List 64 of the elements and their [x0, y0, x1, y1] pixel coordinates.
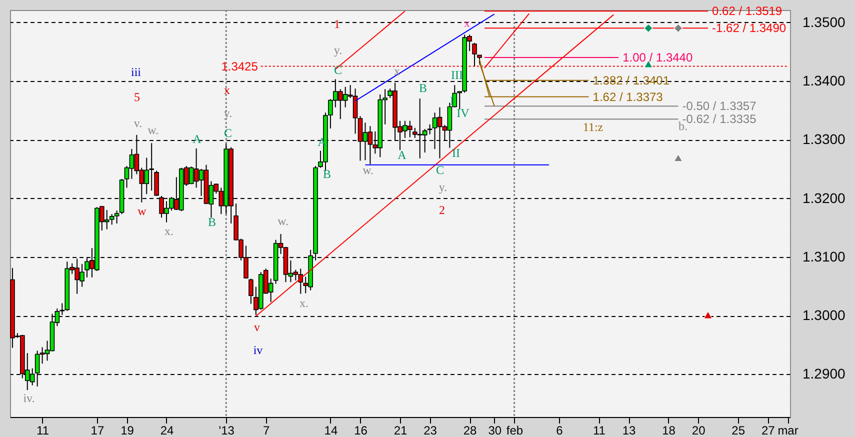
x-tick-label: mar: [778, 424, 798, 437]
x-tick-label: 25: [732, 424, 746, 437]
annotation: x.: [164, 224, 174, 238]
y-tick-label: 1.3100: [802, 248, 846, 264]
y-tick-label: 1.3300: [802, 131, 846, 148]
annotation: C: [436, 163, 444, 177]
annotation: w.: [148, 123, 158, 137]
annotation: A: [398, 148, 407, 162]
annotation: w.: [362, 163, 374, 177]
x-tick-label: 28: [463, 424, 478, 437]
annotation: IV: [456, 106, 470, 120]
annotation: v: [254, 320, 260, 334]
x-tick-label: 11: [592, 424, 606, 437]
y-tick-label: 1.3200: [802, 190, 846, 206]
x-tick-label: 14: [324, 424, 338, 437]
x-tick-label: 30: [488, 424, 502, 437]
x-tick-label: feb: [506, 424, 524, 437]
x-tick-label: 11: [36, 424, 50, 437]
annotation: y.: [438, 180, 448, 194]
x-tick-label: 21: [394, 424, 408, 437]
annotation: w.: [278, 214, 288, 228]
x-tick-label: 23: [424, 424, 438, 437]
ref-line-label: 0.62 / 1.3519: [712, 4, 782, 18]
annotation: x: [224, 83, 230, 97]
x-tick-label: 6: [556, 424, 564, 437]
annotation: B: [208, 215, 216, 229]
annotation: 5: [134, 90, 140, 104]
annotation: B: [322, 167, 332, 181]
annotation: 11:z: [582, 120, 604, 134]
annotation: iii: [130, 65, 142, 79]
annotation: y.: [334, 43, 342, 57]
ref-line-label: 1.3425: [221, 59, 258, 74]
x-tick-label: 18: [662, 424, 676, 437]
ref-line-label: -1.62 / 1.3490: [712, 21, 786, 36]
ref-line-label: 1.00 / 1.3440: [622, 50, 693, 65]
annotation: B: [418, 81, 428, 95]
annotation: iv.: [23, 391, 35, 405]
y-tick-label: 1.3000: [802, 307, 846, 324]
ref-line-label: -0.50 / 1.3357: [682, 99, 757, 114]
y-tick-label: 1.3500: [802, 14, 846, 30]
annotation: x.: [300, 296, 308, 310]
annotation: v.: [134, 116, 142, 130]
x-tick-label: 27: [761, 424, 776, 437]
x-tick-label: 16: [354, 424, 368, 437]
x-tick-label: 13: [622, 424, 636, 437]
annotation: 2: [439, 203, 445, 217]
annotation: x: [394, 64, 400, 78]
x-tick-label: '13: [218, 424, 235, 437]
annotation: y.: [224, 106, 232, 120]
y-tick-label: 1.3400: [802, 72, 846, 88]
ref-line-label: 1.62 / 1.3373: [592, 90, 664, 104]
x-tick-label: 17: [90, 424, 104, 437]
x-tick-label: 24: [160, 424, 174, 437]
annotation: C: [334, 63, 342, 77]
annotation: w: [138, 204, 147, 218]
annotation: I: [450, 94, 454, 108]
annotation: iv: [253, 343, 263, 357]
x-tick-label: 7: [263, 424, 270, 437]
y-tick-label: 1.2900: [802, 366, 846, 382]
annotation: C: [224, 126, 232, 140]
x-tick-label: 19: [120, 424, 134, 437]
x-tick-label: 20: [692, 424, 706, 437]
annotation: II: [452, 146, 460, 160]
annotation: 1: [334, 17, 340, 31]
